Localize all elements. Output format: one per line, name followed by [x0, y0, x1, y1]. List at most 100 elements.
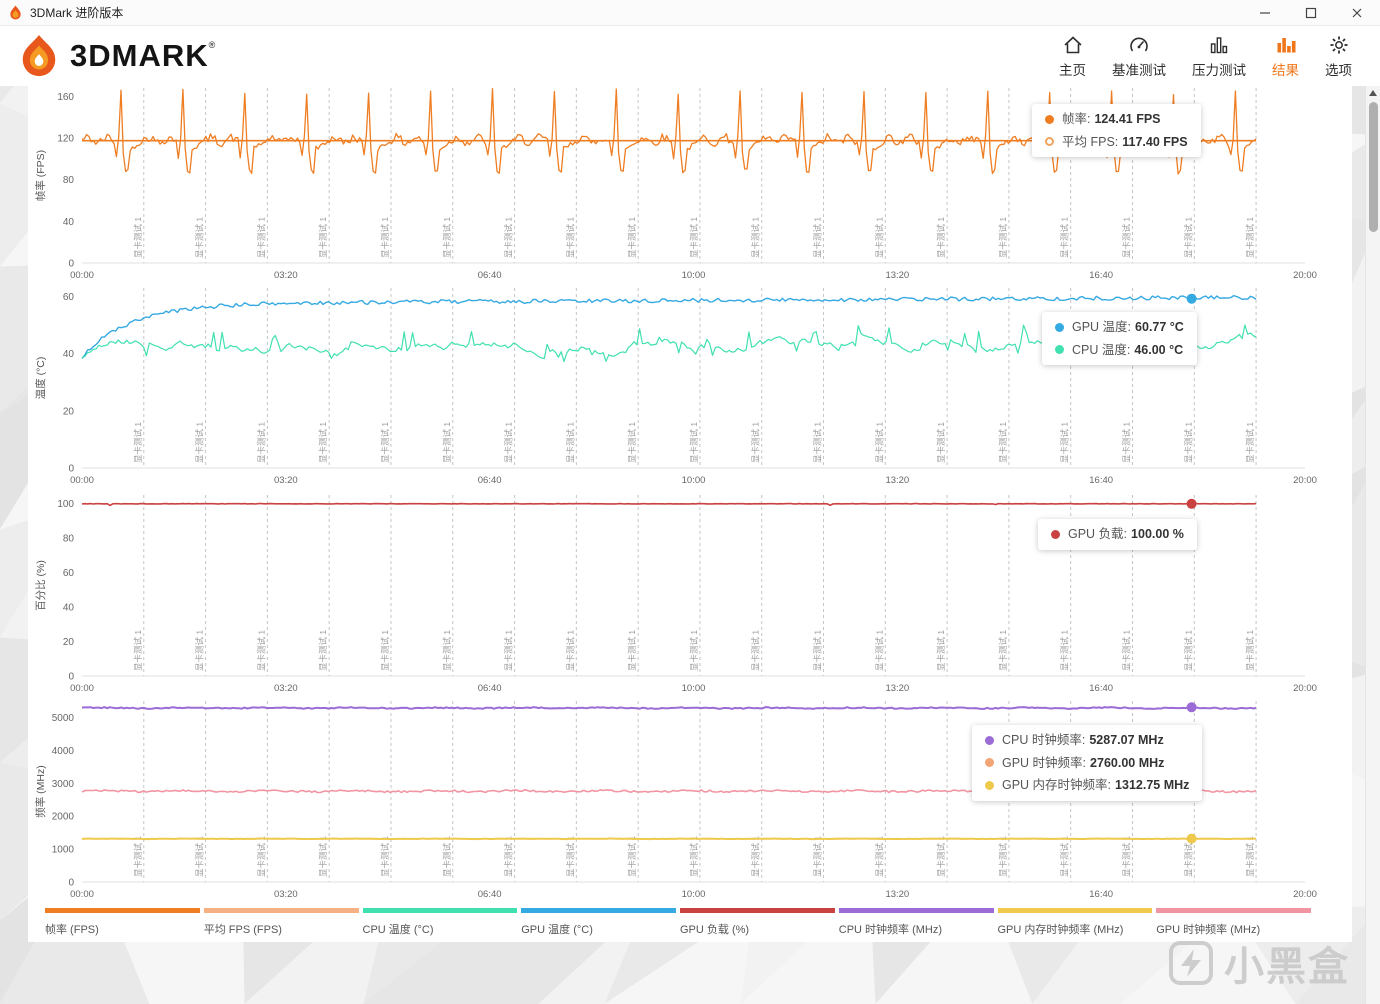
section-label: 显卡测试 1 — [380, 630, 390, 671]
tooltip-row: CPU 温度: 46.00 °C — [1055, 343, 1184, 357]
x-tick-label: 13:20 — [885, 475, 909, 486]
close-icon — [1352, 8, 1362, 17]
y-tick-label: 5000 — [52, 713, 75, 724]
stress-test-icon — [1210, 36, 1228, 53]
nav-item-options[interactable]: 选项 — [1325, 34, 1352, 79]
main-nav: 主页 基准测试 压力测试 结果 — [1059, 34, 1352, 79]
y-tick-label: 20 — [63, 637, 75, 648]
tooltip-value: 2760.00 MHz — [1090, 755, 1165, 770]
nav-item-results[interactable]: 结果 — [1272, 34, 1299, 79]
y-axis-title: 温度 (°C) — [34, 357, 47, 400]
series-line — [81, 294, 1257, 359]
close-button[interactable] — [1334, 0, 1380, 25]
tooltip-row: GPU 内存时钟频率: 1312.75 MHz — [985, 779, 1189, 792]
section-label: 显卡测试 1 — [998, 422, 1008, 463]
series-dot-icon — [1055, 322, 1064, 332]
section-label: 显卡测试 1 — [442, 422, 452, 463]
legend-swatch — [1156, 908, 1311, 913]
scrollbar-track[interactable] — [1365, 86, 1380, 1004]
nav-item-stress-test[interactable]: 压力测试 — [1192, 34, 1246, 79]
results-panel: 0 40 80 120 160 帧率 (FPS) 00:00 03:20 06:40 10:00 1… — [28, 86, 1352, 942]
section-label: 显卡测试 1 — [751, 217, 761, 258]
x-tick-label: 03:20 — [274, 683, 298, 694]
chart-tooltip: GPU 温度: 60.77 °C CPU 温度: 46.00 °C — [1042, 312, 1197, 365]
watermark-logo-icon — [1169, 941, 1213, 985]
y-tick-label: 20 — [63, 406, 75, 417]
tooltip-label: GPU 负载: — [1068, 527, 1128, 541]
tooltip-value: 5287.07 MHz — [1089, 733, 1164, 747]
section-label: 显卡测试 1 — [751, 422, 761, 463]
scrollbar-thumb[interactable] — [1369, 102, 1378, 232]
section-label: 显卡测试 1 — [442, 836, 452, 877]
x-tick-label: 13:20 — [885, 889, 909, 900]
section-label: 显卡测试 1 — [1060, 630, 1070, 671]
y-tick-label: 100 — [57, 499, 74, 510]
legend-label: 帧率 (FPS) — [45, 924, 99, 936]
section-label: 显卡测试 1 — [133, 422, 143, 463]
section-label: 显卡测试 1 — [133, 217, 143, 258]
legend-swatch — [45, 908, 200, 913]
section-label: 显卡测试 1 — [1121, 836, 1131, 877]
y-tick-label: 0 — [68, 259, 74, 270]
minimize-button[interactable] — [1242, 0, 1288, 25]
x-tick-label: 20:00 — [1293, 683, 1317, 694]
tooltip-row: CPU 时钟频率: 5287.07 MHz — [985, 734, 1189, 747]
maximize-button[interactable] — [1288, 0, 1334, 25]
y-tick-label: 160 — [57, 92, 74, 103]
section-label: 显卡测试 1 — [442, 217, 452, 258]
tooltip-label: GPU 温度: — [1072, 320, 1132, 334]
section-label: 显卡测试 1 — [380, 836, 390, 877]
y-axis-title: 频率 (MHz) — [34, 765, 47, 818]
section-label: 显卡测试 1 — [1060, 422, 1070, 463]
section-label: 显卡测试 1 — [195, 217, 205, 258]
section-label: 显卡测试 1 — [689, 217, 699, 258]
legend-swatch — [997, 908, 1153, 913]
section-label: 显卡测试 1 — [504, 630, 514, 671]
x-tick-label: 10:00 — [682, 475, 706, 486]
y-tick-label: 2000 — [52, 812, 75, 823]
x-tick-label: 06:40 — [478, 889, 502, 900]
section-label: 显卡测试 1 — [504, 422, 514, 463]
legend-swatch — [521, 908, 676, 913]
x-tick-label: 13:20 — [885, 270, 909, 281]
series-line — [81, 502, 1257, 507]
tooltip-row: GPU 负载: 100.00 % — [1051, 528, 1184, 541]
section-label: 显卡测试 1 — [1183, 217, 1193, 258]
section-label: 显卡测试 1 — [936, 217, 946, 258]
nav-label: 压力测试 — [1192, 62, 1246, 78]
scroll-up-icon[interactable] — [1366, 86, 1380, 100]
nav-item-home[interactable]: 主页 — [1059, 34, 1086, 79]
series-marker — [1186, 702, 1197, 713]
section-label: 显卡测试 1 — [1060, 217, 1070, 258]
section-label: 显卡测试 1 — [195, 836, 205, 877]
tooltip-value: 124.41 FPS — [1094, 112, 1161, 126]
section-label: 显卡测试 1 — [318, 630, 328, 671]
y-tick-label: 80 — [63, 534, 75, 545]
y-tick-label: 3000 — [52, 779, 75, 790]
section-label: 显卡测试 1 — [256, 630, 266, 671]
section-label: 显卡测试 1 — [380, 217, 390, 258]
x-tick-label: 20:00 — [1293, 475, 1317, 486]
legend-item: 平均 FPS (FPS) — [203, 908, 359, 937]
logo-reg-mark: ® — [208, 40, 216, 50]
nav-item-benchmark[interactable]: 基准测试 — [1112, 34, 1166, 79]
section-label: 显卡测试 1 — [256, 422, 266, 463]
x-tick-label: 00:00 — [70, 475, 94, 486]
section-label: 显卡测试 1 — [442, 630, 452, 671]
app-header: 3DMARK ® 主页 基准测试 压力测试 — [0, 26, 1380, 86]
x-tick-label: 20:00 — [1293, 270, 1317, 281]
legend-item: GPU 负载 (%) — [680, 908, 835, 937]
nav-label: 选项 — [1325, 62, 1352, 78]
x-tick-label: 16:40 — [1089, 889, 1113, 900]
section-label: 显卡测试 1 — [380, 422, 390, 463]
tooltip-value: 60.77 °C — [1135, 320, 1184, 334]
section-label: 显卡测试 1 — [565, 217, 575, 258]
tooltip-row: GPU 温度: 60.77 °C — [1055, 321, 1184, 334]
section-label: 显卡测试 1 — [318, 836, 328, 877]
app-logo[interactable]: 3DMARK ® — [16, 34, 215, 78]
legend-label: GPU 温度 (°C) — [521, 924, 593, 936]
x-tick-label: 06:40 — [478, 475, 502, 486]
charts-canvas[interactable]: 0 40 80 120 160 帧率 (FPS) 00:00 03:20 06:40 10:00 1… — [28, 86, 1352, 942]
y-tick-label: 60 — [63, 568, 75, 579]
window-title: 3DMark 进阶版本 — [30, 6, 124, 20]
